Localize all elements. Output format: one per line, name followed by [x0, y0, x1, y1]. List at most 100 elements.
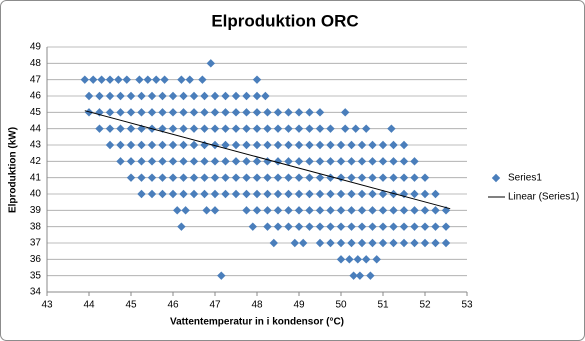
point	[221, 173, 230, 182]
point	[173, 206, 182, 215]
point	[305, 173, 314, 182]
point	[221, 140, 230, 150]
legend-label: Linear (Series1)	[508, 192, 579, 203]
point	[336, 189, 346, 199]
point	[326, 189, 335, 199]
point	[357, 189, 367, 199]
point	[441, 238, 451, 248]
point	[137, 108, 146, 117]
point	[378, 173, 388, 182]
point	[315, 108, 325, 117]
point	[84, 91, 94, 101]
point	[315, 173, 325, 182]
point	[158, 173, 167, 182]
point	[372, 255, 381, 264]
y-tick-label: 39	[30, 205, 42, 216]
point	[202, 206, 211, 215]
point	[336, 222, 346, 231]
x-tick-label: 51	[377, 300, 389, 311]
point	[431, 238, 440, 248]
trend-line	[84, 110, 451, 210]
point	[179, 108, 188, 117]
point	[122, 75, 131, 84]
point	[263, 173, 272, 182]
point	[168, 189, 178, 199]
point	[116, 108, 125, 117]
point	[368, 222, 377, 231]
point	[305, 157, 314, 166]
point	[368, 140, 377, 150]
point	[147, 173, 157, 182]
point	[242, 124, 251, 133]
point	[284, 124, 293, 133]
point	[126, 91, 136, 101]
y-tick-label: 48	[30, 58, 42, 69]
point	[273, 173, 283, 182]
point	[126, 108, 136, 117]
point	[242, 157, 251, 166]
point	[231, 91, 241, 101]
point	[168, 124, 178, 133]
point	[137, 140, 146, 150]
point	[305, 140, 314, 150]
point	[420, 238, 430, 248]
point	[181, 206, 190, 215]
point	[315, 140, 325, 150]
y-tick-label: 40	[30, 189, 42, 200]
point	[410, 173, 419, 182]
point	[368, 206, 377, 215]
point	[326, 238, 335, 248]
point	[399, 222, 409, 231]
point	[315, 157, 325, 166]
y-tick-label: 45	[30, 107, 42, 118]
point	[345, 255, 354, 264]
point	[336, 255, 346, 264]
point	[315, 206, 325, 215]
point	[158, 189, 167, 199]
point	[420, 206, 430, 215]
point	[97, 75, 106, 84]
point	[399, 238, 409, 248]
y-tick-label: 34	[30, 287, 42, 298]
point	[168, 91, 178, 101]
point	[378, 140, 388, 150]
point	[263, 140, 272, 150]
y-tick-label: 47	[30, 74, 42, 85]
point	[410, 189, 419, 199]
point	[263, 124, 272, 133]
y-tick-label: 36	[30, 254, 42, 265]
point	[273, 124, 283, 133]
point	[347, 173, 356, 182]
point	[242, 91, 251, 101]
point	[389, 157, 398, 166]
point	[366, 271, 375, 280]
point	[242, 108, 251, 117]
point	[221, 91, 230, 101]
point	[206, 59, 215, 68]
point	[263, 108, 272, 117]
point	[137, 157, 146, 166]
point	[351, 124, 360, 133]
point	[347, 206, 356, 215]
point	[389, 238, 398, 248]
point	[185, 75, 194, 84]
point	[221, 124, 230, 133]
point	[252, 108, 262, 117]
point	[95, 124, 104, 133]
point	[273, 189, 283, 199]
point	[362, 124, 371, 133]
point	[116, 140, 125, 150]
x-tick-label: 43	[41, 300, 53, 311]
point	[336, 206, 346, 215]
point	[189, 189, 199, 199]
point	[158, 140, 167, 150]
point	[210, 206, 220, 215]
point	[294, 189, 304, 199]
point	[252, 75, 262, 84]
point	[248, 222, 257, 231]
point	[326, 140, 335, 150]
point	[158, 157, 167, 166]
point	[210, 157, 220, 166]
point	[189, 91, 199, 101]
